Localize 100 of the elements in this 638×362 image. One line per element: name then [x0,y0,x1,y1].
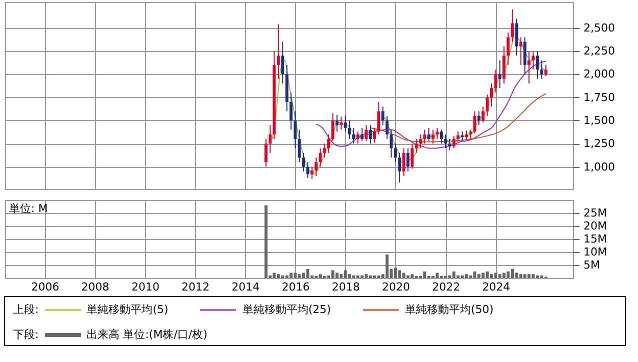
candlestick [502,46,506,84]
candlestick [264,138,268,168]
bar [360,275,364,278]
candlestick [281,41,284,84]
bar [410,274,414,278]
y-tick-label: 2,250 [584,44,615,58]
candlestick [294,110,297,149]
legend-label: 単純移動平均(25) [242,302,331,317]
bar [298,274,301,278]
candlestick [394,143,397,163]
bar [377,275,380,278]
bar [368,275,372,278]
bar [285,275,288,278]
bar [364,274,368,278]
bar [490,274,494,278]
candlestick [523,36,526,75]
bar [528,274,531,278]
bar [318,274,322,278]
bar [356,275,360,278]
candlestick [352,127,356,144]
candlestick [410,143,414,170]
bar [386,254,389,278]
legend-title: 上段: [13,302,39,317]
candlestick [327,134,330,154]
y-tick-label: 20M [584,220,607,232]
candlestick [440,129,443,144]
bar [540,275,544,278]
bar [348,274,351,278]
candlestick [473,110,476,134]
bar [306,268,310,278]
candlestick [423,129,426,144]
bar [398,270,402,278]
candlestick [331,112,334,142]
bar [372,275,376,278]
candlestick [386,115,389,140]
candlestick [414,138,418,154]
y-tick-label: 5M [584,258,600,272]
candlestick [302,152,306,172]
bar [502,272,506,278]
bar [477,274,480,278]
candlestick [360,127,364,142]
candlestick [464,130,468,140]
candlestick [314,157,318,177]
candlestick [498,60,502,89]
candlestick [486,94,489,116]
bar [272,272,276,278]
bar [302,272,306,278]
x-tick-label: 2008 [81,280,110,294]
candlestick [340,116,343,130]
bar [515,272,518,278]
bar [536,275,539,278]
bar [406,275,410,278]
candlestick [532,50,535,70]
legend-label: 単純移動平均(5) [86,302,168,317]
candlestick [436,127,439,140]
x-tick-label: 2020 [382,280,410,294]
candlestick [477,110,480,126]
candlestick [427,127,430,142]
bar [532,274,535,278]
y-axis-title: 単位: M [9,202,48,215]
candlestick [536,50,539,80]
bar [494,272,498,278]
candlestick [348,120,351,140]
bar [523,274,526,278]
candlestick [510,8,514,42]
y-tick-label: 25M [584,206,607,220]
candlestick [336,114,339,132]
bar [460,275,464,278]
y-tick-label: 2,000 [584,68,615,81]
candlestick [344,115,347,132]
candlestick [456,131,460,142]
y-tick-label: 10M [584,246,607,258]
y-tick-label: 1,500 [584,114,615,127]
candlestick [515,18,518,56]
legend-label: 出来高 単位:(M株/口/枚) [86,327,208,342]
candlestick [356,131,360,144]
candlestick [448,138,452,151]
candlestick [490,82,494,108]
x-tick-label: 2012 [182,280,210,294]
candlestick [377,101,380,135]
bar [448,275,452,278]
x-tick-label: 2006 [31,280,60,294]
bar [423,272,426,278]
candlestick [402,148,406,177]
x-tick-label: 2022 [432,280,460,294]
candlestick [364,124,368,142]
y-tick-label: 1,000 [584,160,615,174]
y-tick-label: 15M [584,232,607,246]
bar [510,268,514,278]
bar [281,275,284,278]
candlestick [482,106,485,123]
bar [482,272,485,278]
candlestick [368,124,372,144]
candlestick [431,129,434,144]
bar [344,270,347,278]
bar [506,272,510,278]
candlestick [390,129,393,158]
candlestick [494,69,498,94]
x-tick-label: 2010 [131,280,160,294]
candlestick [268,124,272,154]
